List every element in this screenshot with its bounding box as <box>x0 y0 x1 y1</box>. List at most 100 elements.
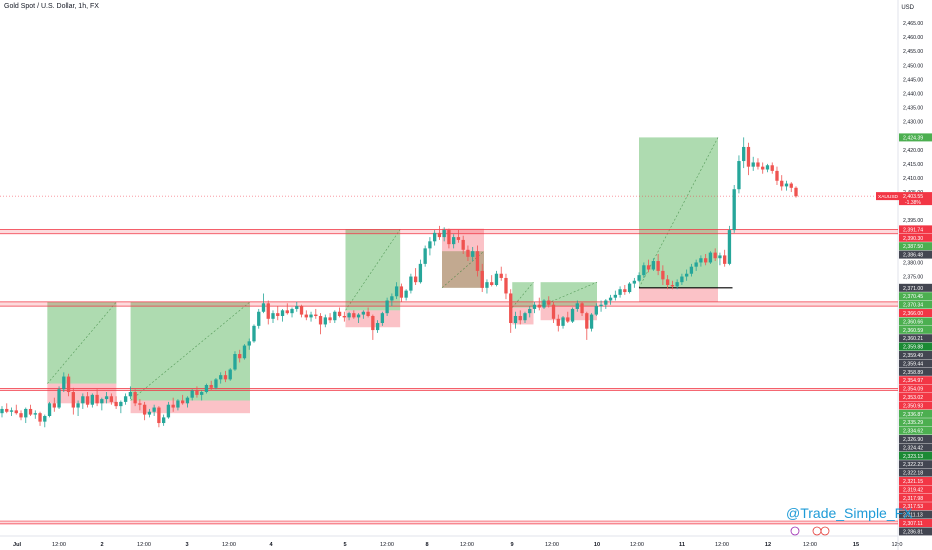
candle-body <box>57 389 61 408</box>
currency-label: USD <box>901 5 914 11</box>
candle-body <box>204 385 209 393</box>
candle-body <box>138 403 142 405</box>
candle-body <box>499 273 503 278</box>
candle-body <box>157 407 161 424</box>
x-tick-label: 12:00 <box>803 542 817 548</box>
price-tag-label: 2,317.53 <box>903 504 923 510</box>
price-tag-label: 2,354.97 <box>903 378 923 384</box>
price-tag <box>899 393 932 402</box>
candle-body <box>537 304 541 308</box>
price-tag-label: 2,424.39 <box>903 135 923 141</box>
trade-path-line <box>47 301 117 384</box>
candle-body <box>24 408 28 418</box>
y-tick-label: 2,455.00 <box>903 49 923 55</box>
y-tick-label: 2,450.00 <box>903 63 923 69</box>
x-tick-label: 12:00 <box>460 542 474 548</box>
candle-body <box>333 311 337 321</box>
x-tick-label: 8 <box>425 542 428 548</box>
candle-body <box>604 300 608 305</box>
price-tag-label: 2,334.62 <box>903 429 923 435</box>
price-tag <box>899 242 932 251</box>
candle-body <box>409 276 413 291</box>
candle-body <box>718 255 722 259</box>
candle-body <box>618 289 622 295</box>
y-tick-label: 2,445.00 <box>903 77 923 83</box>
candle-body <box>646 265 651 270</box>
price-tag-label: 2,336.87 <box>903 412 923 418</box>
x-tick-label: 12 <box>765 542 771 548</box>
x-tick-label: 10 <box>594 542 600 548</box>
candle-body <box>257 311 261 326</box>
candle-body <box>375 323 380 331</box>
candle-body <box>147 411 152 415</box>
candle-body <box>71 392 75 408</box>
price-tag-label: 2,353.02 <box>903 395 923 401</box>
price-tag-label: 2,324.42 <box>903 445 923 451</box>
candle-body <box>704 258 708 263</box>
price-tag <box>899 250 932 259</box>
candle-body <box>328 317 332 321</box>
candle-body <box>794 187 798 197</box>
price-tag <box>899 225 932 234</box>
candle-body <box>318 315 323 325</box>
candle-body <box>494 273 499 285</box>
price-tag <box>899 477 932 486</box>
x-tick-label: 12:00 <box>52 542 66 548</box>
y-tick-label: 2,435.00 <box>903 106 923 112</box>
candle-body <box>214 379 218 388</box>
candle-body <box>314 314 318 316</box>
price-tag <box>899 426 932 435</box>
price-tag <box>899 460 932 469</box>
level-band <box>0 521 898 524</box>
candle-body <box>123 396 128 402</box>
candle-body <box>304 314 308 318</box>
candle-body <box>342 315 346 318</box>
candle-body <box>599 304 603 307</box>
price-tag <box>899 317 932 326</box>
price-tag-label: 2,354.09 <box>903 387 923 393</box>
price-tag-label: 2,359.88 <box>903 345 923 351</box>
price-tag <box>899 300 932 309</box>
trade-path-line <box>345 229 401 311</box>
candle-body <box>371 315 375 331</box>
candle-body <box>5 408 9 412</box>
y-tick-label: 2,395.00 <box>903 218 923 224</box>
price-tag-label: 2,322.23 <box>903 462 923 468</box>
candle-body <box>518 315 522 321</box>
price-tag <box>899 519 932 528</box>
candle-body <box>109 396 114 402</box>
candle-body <box>485 282 489 288</box>
price-tag <box>899 342 932 351</box>
candle-body <box>627 283 632 293</box>
candle-body <box>176 400 180 408</box>
candle-body <box>523 313 527 321</box>
candle-body <box>751 162 755 167</box>
candle-body <box>38 413 42 422</box>
candle-body <box>85 396 90 405</box>
candle-body <box>551 304 556 319</box>
candle-body <box>166 404 171 418</box>
x-tick-label: Jul <box>13 542 22 548</box>
price-tag-label: 2,360.66 <box>903 319 923 325</box>
price-tag-label: 2,286.81 <box>903 529 923 535</box>
candle-body <box>261 303 266 312</box>
price-tag <box>899 485 932 494</box>
candle-body <box>238 354 242 359</box>
candle-body <box>699 258 703 263</box>
price-tag-label: 2,350.93 <box>903 403 923 409</box>
candle-body <box>366 311 370 316</box>
price-tag-label: 2,387.50 <box>903 244 923 250</box>
candle-body <box>684 273 689 277</box>
candle-body <box>694 262 698 267</box>
candle-body <box>594 306 598 315</box>
candle-body <box>361 311 366 315</box>
candle-body <box>680 276 684 283</box>
level-band <box>0 388 898 391</box>
current-price-tag <box>899 192 932 206</box>
candle-body <box>276 313 280 316</box>
candle-body <box>171 404 175 408</box>
us-flag-icon <box>820 526 830 536</box>
candle-body <box>575 303 579 309</box>
x-tick-label: 4 <box>269 542 273 548</box>
